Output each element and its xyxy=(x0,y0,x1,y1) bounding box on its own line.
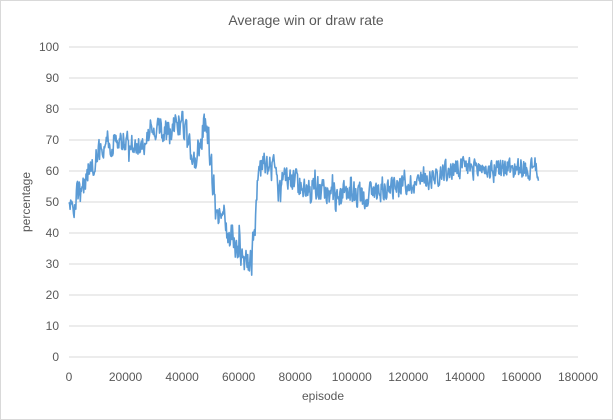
x-tick-label: 160000 xyxy=(501,370,541,384)
x-tick-label: 60000 xyxy=(222,370,256,384)
y-tick-label: 40 xyxy=(46,226,60,240)
x-axis-ticks: 0 20000 40000 60000 80000 100000 120000 140000 1… xyxy=(66,370,599,384)
x-tick-label: 80000 xyxy=(279,370,313,384)
y-tick-label: 50 xyxy=(46,195,60,209)
y-tick-label: 80 xyxy=(46,102,60,116)
chart-title: Average win or draw rate xyxy=(228,12,384,28)
y-tick-label: 10 xyxy=(46,319,60,333)
x-tick-label: 180000 xyxy=(558,370,598,384)
series-line-win-or-draw-rate xyxy=(68,110,540,276)
y-tick-label: 0 xyxy=(52,350,59,364)
y-tick-label: 100 xyxy=(39,40,59,54)
y-tick-label: 70 xyxy=(46,133,60,147)
y-tick-label: 90 xyxy=(46,71,60,85)
x-tick-label: 40000 xyxy=(165,370,199,384)
y-axis-ticks: 0 10 20 30 40 50 60 70 80 90 100 xyxy=(39,40,59,364)
y-tick-label: 20 xyxy=(46,288,60,302)
y-axis-title: percentage xyxy=(19,172,33,232)
y-tick-label: 60 xyxy=(46,164,60,178)
x-tick-label: 100000 xyxy=(332,370,372,384)
y-tick-label: 30 xyxy=(46,257,60,271)
x-axis-title: episode xyxy=(302,389,344,403)
x-tick-label: 140000 xyxy=(445,370,485,384)
x-tick-label: 120000 xyxy=(388,370,428,384)
x-tick-label: 0 xyxy=(66,370,73,384)
x-tick-label: 20000 xyxy=(109,370,143,384)
